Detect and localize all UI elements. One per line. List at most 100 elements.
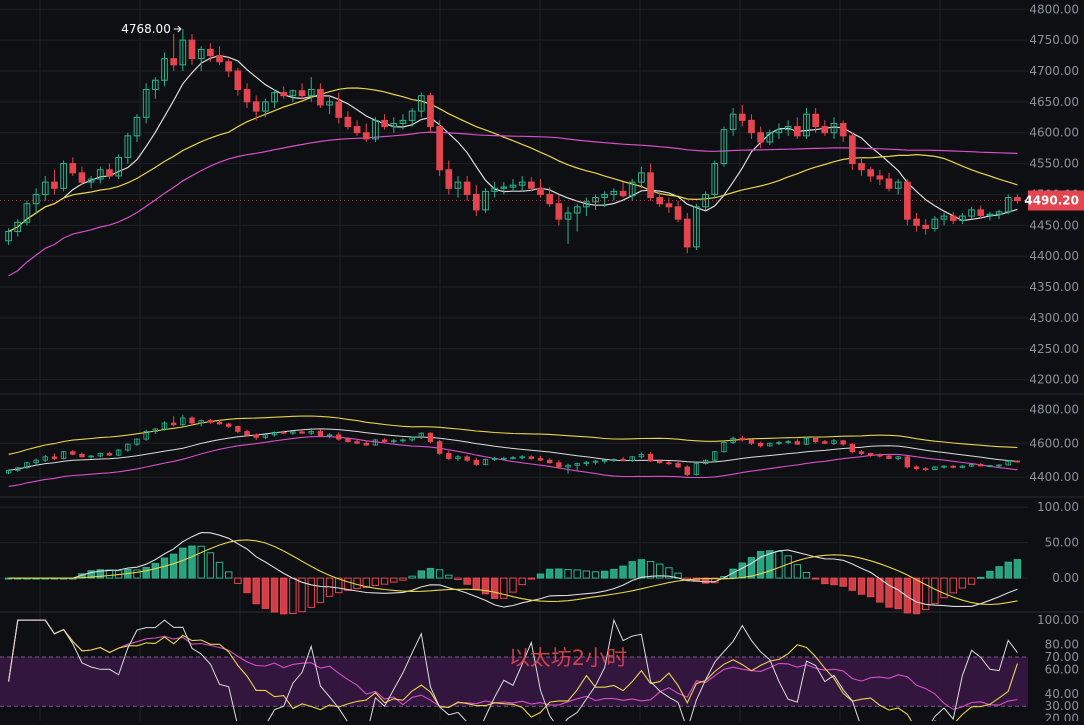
price-axis: 4800.00 4750.00 4700.00 4650.00 4600.00 4550.…	[1024, 2, 1084, 725]
candle-body	[583, 201, 590, 208]
mini-candle	[326, 433, 333, 439]
candle	[151, 77, 159, 99]
candle	[262, 98, 269, 118]
candle-body	[381, 119, 388, 128]
mini-candle-body	[198, 420, 204, 424]
mini-candle	[812, 436, 819, 444]
mini-candle	[730, 436, 736, 445]
rsi-tick-label: 100.00	[1037, 613, 1079, 627]
candle	[243, 83, 251, 109]
histogram-bar	[179, 547, 187, 579]
histogram-bar	[977, 576, 985, 579]
mini-candle	[712, 450, 718, 462]
mini-candle	[262, 434, 269, 440]
mini-candle-body	[244, 431, 250, 436]
candle	[23, 200, 31, 226]
candle-body	[96, 169, 104, 180]
candle-body	[445, 169, 453, 189]
mini-candle-body	[767, 442, 773, 447]
mini-candle	[381, 438, 388, 443]
candle	[399, 114, 407, 130]
histogram-bar	[986, 570, 994, 579]
y-tick-label: 4200.00	[1029, 373, 1079, 387]
mini-candle	[336, 432, 342, 441]
candle	[96, 166, 104, 184]
candle-body	[289, 90, 297, 97]
y-tick-label: 4400.00	[1029, 470, 1079, 484]
histogram-bar	[509, 577, 517, 593]
mini-candle	[501, 456, 507, 461]
candle-body	[142, 89, 150, 118]
candle	[610, 188, 618, 201]
candle-body	[518, 181, 526, 186]
mini-candle-body	[455, 456, 461, 459]
mini-candle	[592, 460, 599, 465]
mini-candle-body	[803, 437, 810, 445]
mini-candle	[867, 452, 874, 457]
mini-candle-body	[207, 420, 214, 423]
histogram-bar	[307, 577, 315, 608]
candle	[216, 46, 223, 65]
candle	[564, 206, 572, 244]
histogram-bar	[481, 577, 490, 595]
mini-candle-body	[638, 453, 645, 458]
mini-candle-body	[189, 417, 195, 424]
candle-body	[32, 193, 40, 205]
mini-candle-body	[216, 421, 223, 425]
candle-body	[41, 181, 49, 195]
y-tick-label: 4600.00	[1029, 436, 1079, 450]
mini-candle	[996, 464, 1002, 467]
candle	[500, 182, 508, 195]
histogram-bar	[885, 577, 893, 608]
mini-candle	[5, 469, 12, 475]
candle	[417, 92, 425, 118]
candle-body	[1004, 197, 1012, 213]
candle-body	[124, 135, 132, 158]
candle-body	[243, 89, 251, 103]
current-price-badge	[1028, 190, 1084, 211]
annotation-layer: 4768.00	[121, 22, 182, 36]
rsi-fast-line	[8, 618, 1018, 725]
mini-candle-body	[647, 453, 654, 462]
mini-candle	[776, 440, 782, 445]
mini-candle-body	[106, 453, 113, 456]
mini-candle-body	[776, 442, 782, 444]
candle	[463, 175, 471, 201]
histogram-bar	[408, 575, 416, 579]
histogram-bar	[454, 577, 462, 580]
candle-body	[738, 113, 746, 121]
candle-body	[959, 215, 966, 221]
mini-candle-body	[482, 458, 489, 465]
candle-body	[656, 197, 664, 205]
histogram-bar	[784, 555, 792, 579]
rsi-tick-label: 80.00	[1045, 638, 1079, 652]
histogram-bar	[169, 553, 178, 579]
mini-candle-body	[831, 440, 837, 444]
candle	[124, 132, 132, 164]
candle-body	[720, 129, 728, 165]
mini-candle	[161, 421, 168, 431]
mini-candle	[602, 459, 608, 464]
mini-candle-body	[978, 464, 984, 467]
y-tick-label: 4800.00	[1029, 2, 1079, 16]
candle-body	[977, 209, 985, 216]
mini-candle	[482, 458, 489, 466]
mini-candle-body	[895, 456, 901, 459]
candle-body	[234, 70, 242, 91]
histogram-bar	[857, 577, 866, 595]
candle	[913, 212, 920, 232]
histogram-bar	[967, 577, 976, 585]
candle-body	[931, 218, 939, 229]
candle	[546, 187, 554, 207]
candle-body	[683, 218, 691, 248]
histogram-bar	[591, 571, 600, 579]
candle-body	[867, 169, 875, 177]
candle-body	[592, 197, 599, 203]
histogram-bar	[445, 574, 453, 579]
rsi-tick-label: 30.00	[1045, 699, 1079, 713]
watermark-text: 以太坊2小时	[509, 646, 627, 670]
candle-body	[1014, 197, 1021, 202]
secondary-panel	[5, 414, 1021, 487]
histogram-bar	[335, 577, 343, 594]
